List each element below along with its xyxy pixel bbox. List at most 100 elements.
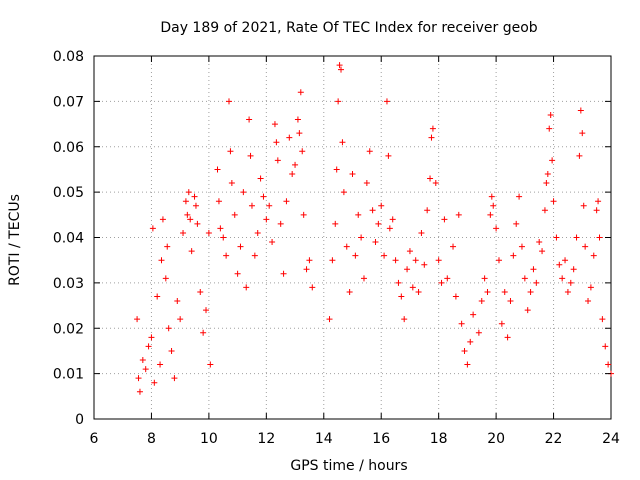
data-point [192,202,199,209]
data-point [142,366,149,373]
data-point [386,225,393,232]
data-point [470,311,477,318]
data-point [207,361,214,368]
data-point [338,66,345,73]
data-point [432,180,439,187]
data-point [157,361,164,368]
data-point [240,189,247,196]
data-point [429,125,436,132]
data-point [135,375,142,382]
data-point [562,257,569,264]
data-point [174,298,181,305]
data-point [234,270,241,277]
data-point [409,284,416,291]
data-point [187,216,194,223]
y-axis-label: ROTI / TECUs [7,194,23,286]
data-point [269,239,276,246]
data-point [300,211,307,218]
data-point [263,216,270,223]
data-point [277,220,284,227]
data-point [481,275,488,282]
data-point [521,275,528,282]
data-point [547,111,554,118]
y-axis-ticks: 0 0.01 0.02 0.03 0.04 0.05 0.06 0.07 0.08 [53,49,611,428]
data-point [247,152,254,159]
data-point [395,279,402,286]
x-tick-label: 24 [602,431,620,447]
data-point [145,343,152,350]
data-point [490,202,497,209]
data-point [215,198,222,205]
data-point [154,293,161,300]
data-point [280,270,287,277]
data-point [385,152,392,159]
data-point [248,202,255,209]
data-point [398,293,405,300]
data-point [165,325,172,332]
data-point [577,107,584,114]
data-point [286,134,293,141]
data-point [599,316,606,323]
data-point [191,193,198,200]
data-point [134,316,141,323]
data-point [580,202,587,209]
data-point [214,166,221,173]
plot-frame [93,55,612,420]
data-point [593,207,600,214]
data-point [428,134,435,141]
data-point [271,121,278,128]
data-point [487,211,494,218]
data-point [197,288,204,295]
data-point [352,252,359,259]
data-point [369,207,376,214]
data-point [180,229,187,236]
data-point [294,116,301,123]
y-tick-label: 0.02 [53,321,84,337]
data-point [444,275,451,282]
data-point [149,225,156,232]
data-point [257,175,264,182]
data-point [507,298,514,305]
data-point [427,175,434,182]
data-point [162,275,169,282]
data-point [273,139,280,146]
data-point [136,388,143,395]
data-point [203,307,210,314]
data-point [501,288,508,295]
data-point [184,211,191,218]
data-point [228,180,235,187]
data-point [254,229,261,236]
data-point [158,257,165,264]
data-point [164,243,171,250]
data-point [596,234,603,241]
data-point [533,279,540,286]
data-point [452,293,459,300]
data-point [556,261,563,268]
data-point [299,148,306,155]
data-point [595,198,602,205]
data-point [546,125,553,132]
data-point [381,252,388,259]
data-point [464,361,471,368]
data-point [339,139,346,146]
data-point [495,257,502,264]
data-point [343,243,350,250]
data-point [185,189,192,196]
data-point [527,288,534,295]
data-point [151,379,158,386]
x-tick-label: 18 [430,431,448,447]
data-point [441,216,448,223]
data-point [458,320,465,327]
data-point [237,243,244,250]
data-point [478,298,485,305]
data-point [168,347,175,354]
data-point [518,243,525,250]
data-point [283,198,290,205]
x-tick-label: 10 [200,431,218,447]
data-point [335,98,342,105]
data-point [159,216,166,223]
y-tick-label: 0.04 [53,231,84,247]
data-point [524,307,531,314]
data-point [573,234,580,241]
